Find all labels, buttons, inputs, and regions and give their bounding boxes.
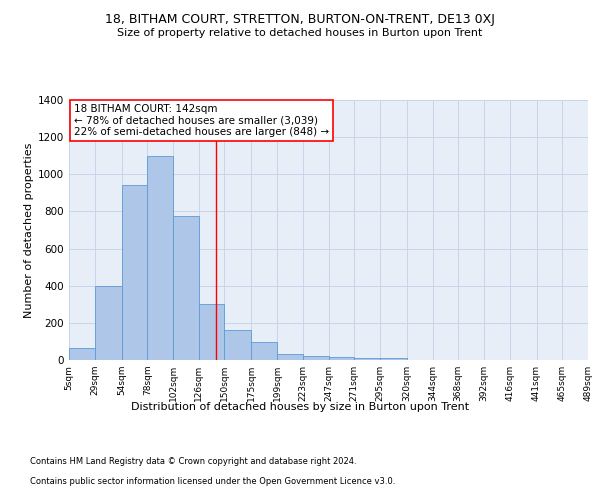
Bar [329,357,354,360]
Text: Contains public sector information licensed under the Open Government Licence v3: Contains public sector information licen… [30,478,395,486]
Bar [69,348,95,360]
Y-axis label: Number of detached properties: Number of detached properties [24,142,34,318]
Text: Size of property relative to detached houses in Burton upon Trent: Size of property relative to detached ho… [118,28,482,38]
Bar [95,286,122,360]
Text: Distribution of detached houses by size in Burton upon Trent: Distribution of detached houses by size … [131,402,469,412]
Bar [122,186,147,360]
Bar [380,358,407,360]
Bar [354,358,380,360]
Bar [147,156,173,360]
Bar [199,304,224,360]
Text: 18 BITHAM COURT: 142sqm
← 78% of detached houses are smaller (3,039)
22% of semi: 18 BITHAM COURT: 142sqm ← 78% of detache… [74,104,329,137]
Bar [277,354,303,360]
Bar [224,330,251,360]
Bar [303,356,329,360]
Bar [251,342,277,360]
Text: 18, BITHAM COURT, STRETTON, BURTON-ON-TRENT, DE13 0XJ: 18, BITHAM COURT, STRETTON, BURTON-ON-TR… [105,12,495,26]
Text: Contains HM Land Registry data © Crown copyright and database right 2024.: Contains HM Land Registry data © Crown c… [30,458,356,466]
Bar [173,216,199,360]
